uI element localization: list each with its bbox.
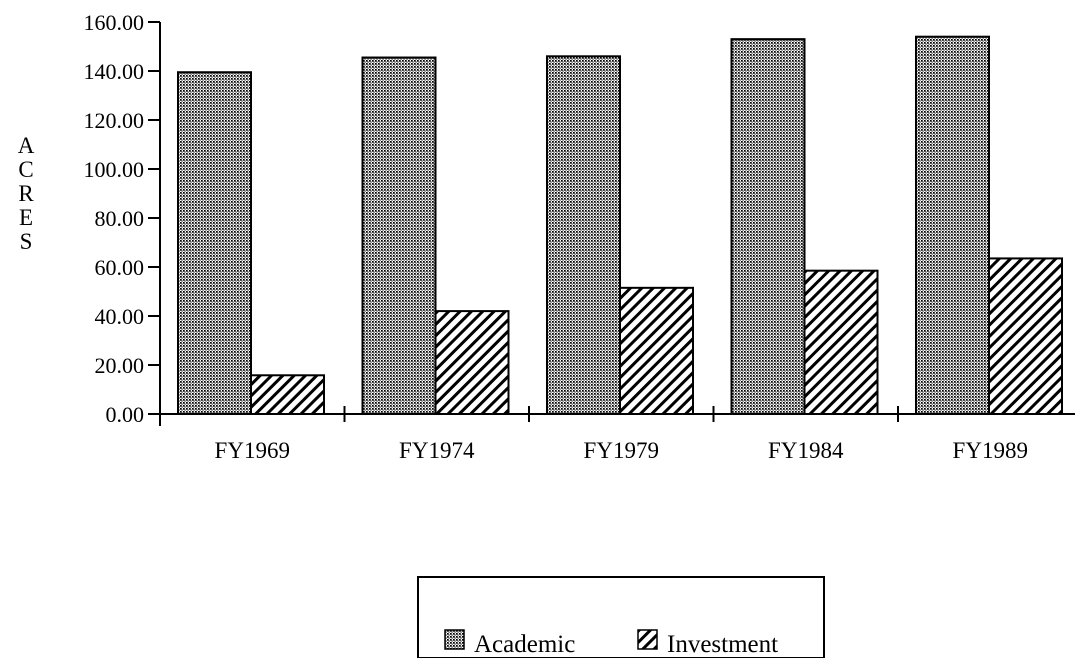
bar-investment-fy1969 — [250, 374, 325, 416]
x-tick-label: FY1969 — [215, 438, 290, 463]
bars — [177, 35, 1063, 416]
legend-label-academic: Academic — [474, 631, 575, 658]
bar-investment-fy1989 — [988, 257, 1063, 415]
y-axis-label-char: C — [18, 157, 33, 182]
legend-label-investment: Investment — [667, 631, 778, 658]
y-tick-label: 80.00 — [95, 206, 145, 231]
y-tick-label: 160.00 — [84, 10, 145, 35]
y-axis: 0.00 20.00 40.00 60.00 80.00 100.00 120.00 140.… — [84, 10, 161, 427]
y-tick-label: 20.00 — [95, 353, 145, 378]
y-axis-label-char: S — [20, 229, 33, 254]
y-tick-label: 60.00 — [95, 255, 145, 280]
legend-swatch-investment — [637, 629, 658, 650]
bar-investment-fy1984 — [803, 269, 879, 415]
legend: Academic Investment — [417, 576, 825, 658]
y-axis-label-char: R — [18, 181, 34, 206]
x-tick-label: FY1974 — [399, 438, 475, 463]
bar-academic-fy1974 — [361, 56, 437, 416]
y-tick-label: 140.00 — [84, 59, 145, 84]
x-tick-label: FY1979 — [584, 438, 659, 463]
bar-investment-fy1974 — [434, 310, 510, 416]
x-tick-label: FY1984 — [768, 438, 844, 463]
bar-academic-fy1984 — [730, 38, 806, 416]
x-tick-label: FY1989 — [953, 438, 1028, 463]
y-axis-label-char: A — [18, 133, 35, 158]
bar-academic-fy1989 — [915, 35, 990, 415]
y-tick-label: 40.00 — [95, 304, 145, 329]
y-tick-label: 120.00 — [84, 108, 145, 133]
legend-box — [417, 576, 825, 658]
y-axis-label-char: E — [19, 205, 33, 230]
y-tick-label: 100.00 — [84, 157, 145, 182]
y-tick-label: 0.00 — [106, 402, 145, 427]
bar-academic-fy1969 — [177, 71, 252, 415]
legend-swatch-academic — [444, 629, 465, 650]
bar-investment-fy1979 — [619, 286, 694, 416]
bar-academic-fy1979 — [546, 55, 621, 416]
